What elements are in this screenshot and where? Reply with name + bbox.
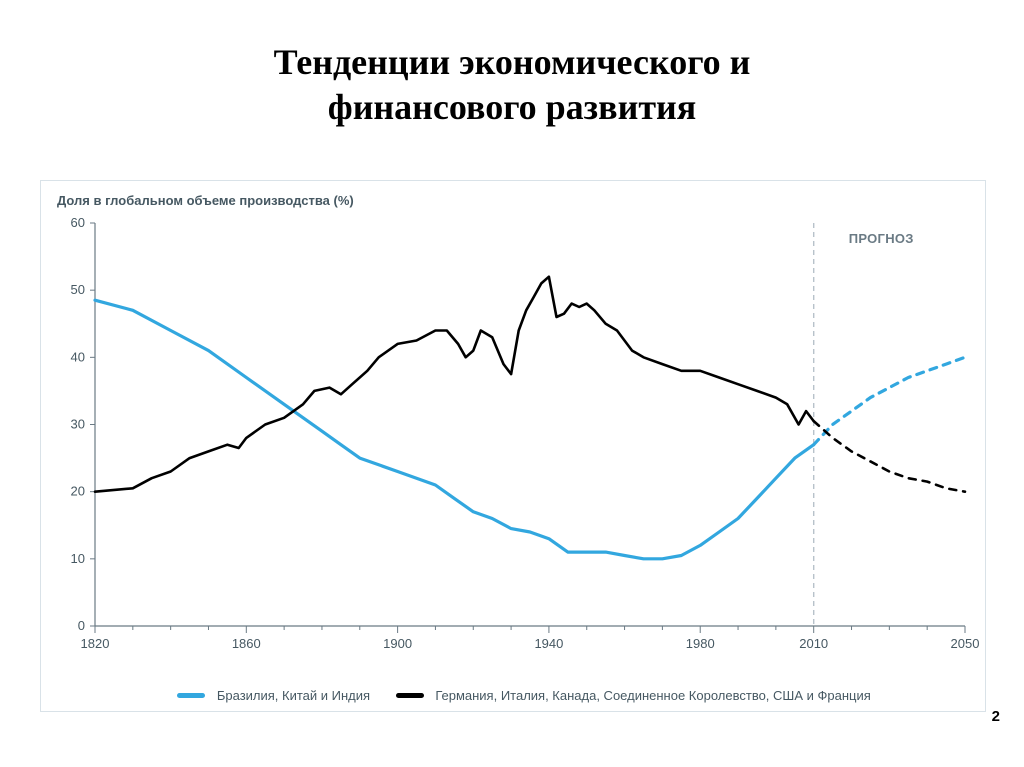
svg-text:10: 10: [71, 551, 85, 566]
svg-text:50: 50: [71, 282, 85, 297]
slide: Тенденции экономического и финансового р…: [0, 0, 1024, 767]
svg-text:0: 0: [78, 618, 85, 633]
legend-swatch-bric: [177, 693, 205, 698]
svg-text:60: 60: [71, 215, 85, 230]
title-line1: Тенденции экономического и: [274, 42, 751, 82]
title-line2: финансового развития: [328, 87, 696, 127]
slide-number: 2: [992, 708, 1000, 725]
svg-text:1940: 1940: [534, 636, 563, 651]
svg-text:2050: 2050: [951, 636, 980, 651]
line-chart: 0 10 20 30 40 50 60 1820 1860 1900 1940 1980 2010 205…: [41, 213, 985, 681]
legend-label-bric: Бразилия, Китай и Индия: [217, 688, 370, 703]
legend-swatch-g6: [396, 693, 424, 698]
svg-text:30: 30: [71, 417, 85, 432]
page-title: Тенденции экономического и финансового р…: [0, 40, 1024, 130]
chart-container: Доля в глобальном объеме производства (%…: [40, 180, 986, 712]
svg-text:1860: 1860: [232, 636, 261, 651]
svg-text:20: 20: [71, 484, 85, 499]
svg-text:1980: 1980: [686, 636, 715, 651]
svg-text:2010: 2010: [799, 636, 828, 651]
forecast-label: ПРОГНОЗ: [849, 231, 914, 246]
legend-label-g6: Германия, Италия, Канада, Соединенное Ко…: [435, 688, 870, 703]
svg-text:40: 40: [71, 349, 85, 364]
svg-text:1820: 1820: [81, 636, 110, 651]
svg-text:1900: 1900: [383, 636, 412, 651]
chart-subtitle: Доля в глобальном объеме производства (%…: [57, 193, 354, 208]
legend: Бразилия, Китай и Индия Германия, Италия…: [41, 687, 985, 703]
